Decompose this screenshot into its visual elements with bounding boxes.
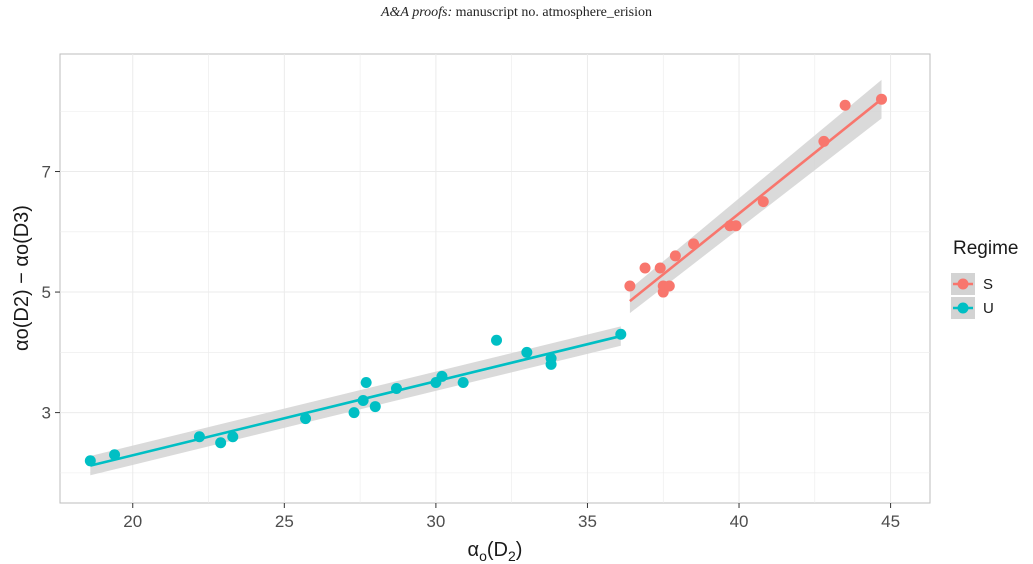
legend-label-s: S bbox=[983, 276, 993, 293]
point-s bbox=[730, 220, 742, 232]
legend: Regime SU bbox=[951, 238, 1018, 319]
point-u bbox=[109, 449, 121, 461]
point-u bbox=[369, 401, 381, 413]
point-u bbox=[348, 407, 360, 419]
y-tick-label: 7 bbox=[42, 163, 51, 182]
legend-key-point bbox=[957, 278, 969, 290]
x-axis-ticks: 20 25 30 35 40 45 bbox=[123, 503, 900, 531]
page-header: A&A proofs: manuscript no. atmosphere_er… bbox=[0, 5, 1033, 21]
x-tick-label: 25 bbox=[275, 512, 294, 531]
header-journal: A&A proofs: bbox=[380, 5, 453, 20]
point-s bbox=[624, 280, 636, 292]
x-tick-label: 35 bbox=[578, 512, 597, 531]
x-tick-label: 40 bbox=[730, 512, 749, 531]
point-s bbox=[688, 238, 700, 250]
x-tick-label: 20 bbox=[123, 512, 142, 531]
point-u bbox=[215, 437, 227, 449]
point-u bbox=[615, 328, 627, 340]
point-u bbox=[300, 413, 312, 425]
legend-label-u: U bbox=[983, 300, 994, 317]
point-u bbox=[457, 376, 469, 388]
ribbon-s bbox=[629, 79, 882, 314]
point-s bbox=[654, 262, 666, 274]
point-u bbox=[193, 431, 205, 443]
x-tick-label: 45 bbox=[881, 512, 900, 531]
point-s bbox=[663, 280, 675, 292]
point-s bbox=[839, 99, 851, 111]
fit-line-s bbox=[629, 98, 883, 303]
y-axis-ticks: 3 5 7 bbox=[42, 163, 60, 423]
point-s bbox=[639, 262, 651, 274]
point-s bbox=[875, 93, 887, 105]
legend-key-point bbox=[957, 302, 969, 314]
point-u bbox=[227, 431, 239, 443]
legend-title: Regime bbox=[953, 238, 1018, 259]
point-s bbox=[757, 196, 769, 208]
point-u bbox=[357, 395, 369, 407]
header-manuscript: manuscript no. atmosphere_erision bbox=[452, 5, 652, 20]
point-u bbox=[360, 376, 372, 388]
point-s bbox=[818, 135, 830, 147]
point-u bbox=[84, 455, 96, 467]
point-u bbox=[436, 370, 448, 382]
point-u bbox=[491, 334, 503, 346]
fit-lines bbox=[90, 98, 883, 467]
point-s bbox=[669, 250, 681, 262]
x-tick-label: 30 bbox=[426, 512, 445, 531]
y-axis-title: αo(D2) − αo(D3) bbox=[11, 205, 33, 351]
x-axis-title: αo(D2) bbox=[468, 539, 523, 564]
point-u bbox=[545, 352, 557, 364]
y-tick-label: 3 bbox=[42, 404, 51, 423]
point-u bbox=[390, 382, 402, 394]
point-u bbox=[521, 346, 533, 358]
y-tick-label: 5 bbox=[42, 283, 51, 302]
data-points bbox=[84, 93, 887, 467]
fit-line-u bbox=[90, 334, 622, 467]
